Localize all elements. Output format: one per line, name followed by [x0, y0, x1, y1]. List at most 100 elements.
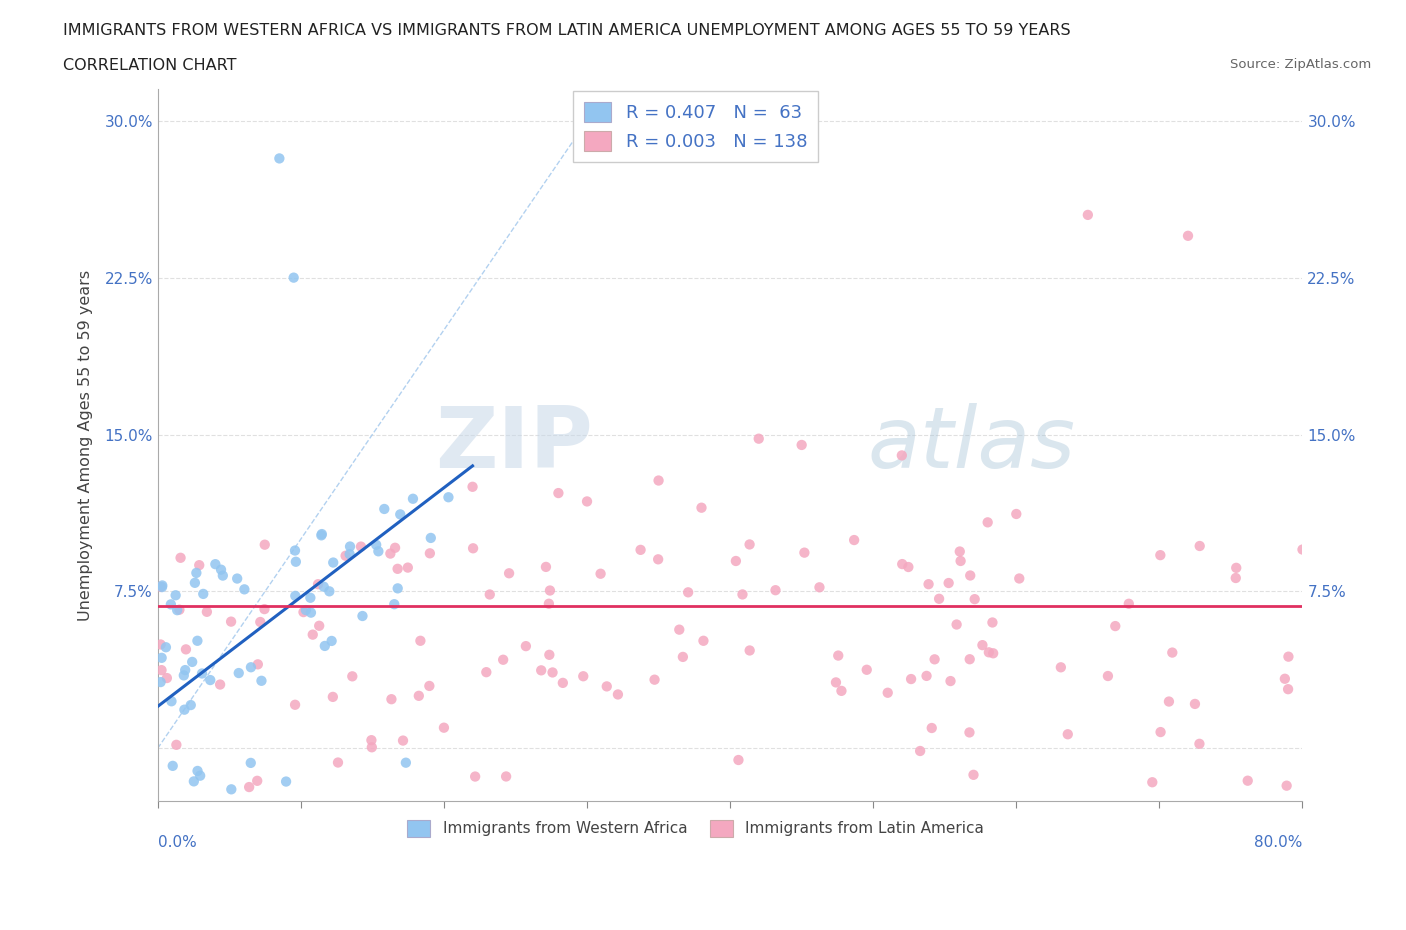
- Point: [1149, 724, 1171, 739]
- Point: [825, 675, 848, 690]
- Point: [180, 698, 202, 712]
- Point: [959, 725, 981, 740]
- Point: [193, 587, 215, 602]
- Point: [515, 639, 537, 654]
- Point: [166, 603, 188, 618]
- Text: Source: ZipAtlas.com: Source: ZipAtlas.com: [1230, 58, 1371, 71]
- Point: [900, 671, 922, 686]
- Point: [1005, 507, 1028, 522]
- Point: [647, 551, 669, 566]
- Point: [959, 568, 981, 583]
- Point: [830, 684, 852, 698]
- Point: [174, 663, 197, 678]
- Point: [1157, 694, 1180, 709]
- Point: [547, 485, 569, 500]
- Point: [187, 764, 209, 778]
- Point: [924, 652, 946, 667]
- Point: [186, 565, 208, 580]
- Point: [284, 589, 307, 604]
- Point: [461, 479, 484, 494]
- Point: [606, 687, 628, 702]
- Point: [292, 604, 315, 619]
- Text: 0.0%: 0.0%: [157, 834, 197, 850]
- Point: [228, 666, 250, 681]
- Point: [160, 694, 183, 709]
- Point: [396, 560, 419, 575]
- Point: [908, 744, 931, 759]
- Point: [949, 544, 972, 559]
- Point: [335, 549, 357, 564]
- Text: 80.0%: 80.0%: [1254, 834, 1302, 850]
- Point: [1056, 727, 1078, 742]
- Point: [945, 618, 967, 632]
- Point: [981, 615, 1004, 630]
- Point: [419, 530, 441, 545]
- Point: [596, 679, 619, 694]
- Point: [897, 560, 920, 575]
- Point: [149, 637, 172, 652]
- Point: [221, 782, 243, 797]
- Point: [311, 526, 333, 541]
- Point: [724, 553, 747, 568]
- Point: [676, 585, 699, 600]
- Point: [793, 545, 815, 560]
- Point: [318, 584, 340, 599]
- Point: [250, 673, 273, 688]
- Point: [1050, 660, 1073, 675]
- Point: [647, 473, 669, 488]
- Point: [301, 627, 323, 642]
- Point: [165, 588, 187, 603]
- Point: [321, 633, 343, 648]
- Point: [1161, 645, 1184, 660]
- Point: [299, 605, 322, 620]
- Point: [395, 755, 418, 770]
- Point: [692, 633, 714, 648]
- Point: [668, 622, 690, 637]
- Point: [1104, 618, 1126, 633]
- Point: [1275, 778, 1298, 793]
- Point: [891, 557, 914, 572]
- Point: [186, 633, 208, 648]
- Point: [928, 591, 950, 606]
- Point: [181, 655, 204, 670]
- Point: [827, 648, 849, 663]
- Point: [731, 587, 754, 602]
- Point: [387, 581, 409, 596]
- Point: [1149, 548, 1171, 563]
- Point: [495, 769, 517, 784]
- Point: [475, 665, 498, 680]
- Point: [492, 652, 515, 667]
- Point: [538, 647, 561, 662]
- Point: [307, 577, 329, 591]
- Point: [1184, 697, 1206, 711]
- Point: [173, 668, 195, 683]
- Point: [188, 768, 211, 783]
- Point: [576, 494, 599, 509]
- Point: [921, 721, 943, 736]
- Point: [572, 669, 595, 684]
- Point: [284, 698, 307, 712]
- Point: [790, 437, 813, 452]
- Point: [149, 579, 172, 594]
- Point: [409, 633, 432, 648]
- Point: [915, 669, 938, 684]
- Point: [380, 692, 402, 707]
- Text: ZIP: ZIP: [434, 404, 593, 486]
- Point: [246, 774, 269, 789]
- Point: [464, 769, 486, 784]
- Point: [589, 566, 612, 581]
- Point: [387, 562, 409, 577]
- Point: [322, 555, 344, 570]
- Point: [644, 672, 666, 687]
- Point: [253, 538, 276, 552]
- Point: [360, 733, 382, 748]
- Point: [246, 657, 269, 671]
- Point: [156, 671, 179, 685]
- Point: [1008, 571, 1031, 586]
- Point: [162, 759, 184, 774]
- Point: [842, 533, 865, 548]
- Point: [672, 649, 695, 664]
- Point: [392, 733, 415, 748]
- Point: [551, 675, 574, 690]
- Point: [160, 597, 183, 612]
